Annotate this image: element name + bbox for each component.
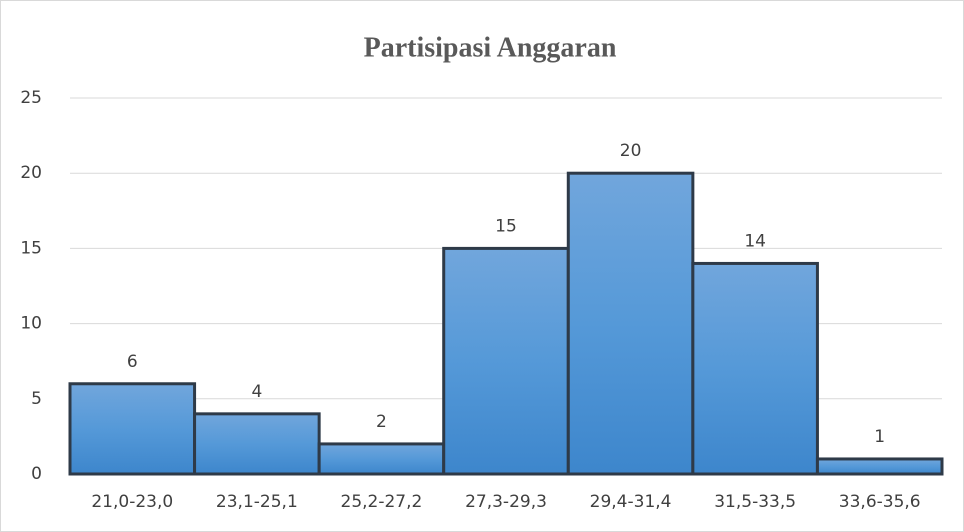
x-tick-label: 31,5-33,5 <box>714 492 796 512</box>
y-tick-label: 5 <box>31 389 42 409</box>
y-tick-label: 0 <box>31 464 42 484</box>
bar <box>317 442 446 476</box>
y-tick-label: 20 <box>20 163 42 183</box>
y-tick-label: 15 <box>20 238 42 258</box>
bar <box>691 261 819 476</box>
bar <box>193 412 321 476</box>
y-tick-label: 25 <box>20 88 42 108</box>
bar <box>815 457 944 476</box>
chart-title: Partisipasi Anggaran <box>364 32 617 63</box>
data-label: 2 <box>376 412 387 432</box>
bar <box>442 246 570 476</box>
data-label: 20 <box>620 141 642 161</box>
x-tick-label: 29,4-31,4 <box>590 492 672 512</box>
data-label: 1 <box>874 427 885 447</box>
x-tick-label: 21,0-23,0 <box>91 492 173 512</box>
x-tick-label: 27,3-29,3 <box>465 492 547 512</box>
x-tick-label: 33,6-35,6 <box>839 492 921 512</box>
data-label: 6 <box>127 352 138 372</box>
data-label: 4 <box>251 382 262 402</box>
bar <box>566 171 695 476</box>
data-label: 15 <box>495 216 517 236</box>
x-tick-label: 25,2-27,2 <box>341 492 423 512</box>
x-tick-label: 23,1-25,1 <box>216 492 298 512</box>
bar <box>68 382 197 476</box>
data-label: 14 <box>744 231 766 251</box>
y-tick-label: 10 <box>20 314 42 334</box>
